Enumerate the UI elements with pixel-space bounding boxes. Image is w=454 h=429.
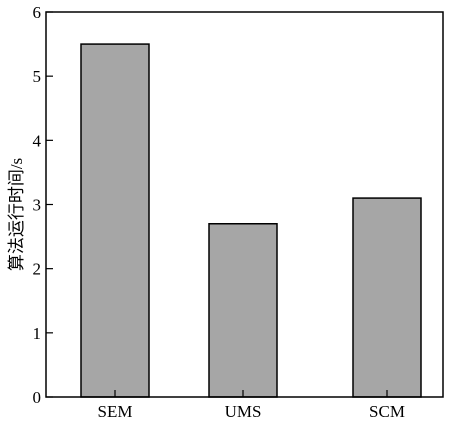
x-tick-label-scm: SCM	[369, 402, 405, 421]
plot-frame	[45, 11, 444, 398]
y-tick-label: 6	[33, 3, 42, 22]
y-tick-label: 5	[33, 67, 42, 86]
x-tick-label-sem: SEM	[98, 402, 133, 421]
y-tick-label: 2	[33, 260, 42, 279]
x-axis: SEM UMS SCM	[98, 390, 405, 421]
y-tick-label: 3	[33, 196, 42, 215]
y-tick-label: 1	[33, 324, 42, 343]
y-axis: 0 1 2 3 4 5 6	[33, 3, 53, 407]
bars-group	[80, 43, 422, 398]
y-axis-label: 算法运行时间/s	[7, 158, 26, 271]
bar-sem	[80, 43, 150, 398]
bar-scm	[352, 197, 422, 398]
bar-ums	[208, 223, 278, 398]
y-tick-label: 4	[33, 131, 42, 150]
x-tick-label-ums: UMS	[225, 402, 262, 421]
y-tick-label: 0	[33, 388, 42, 407]
